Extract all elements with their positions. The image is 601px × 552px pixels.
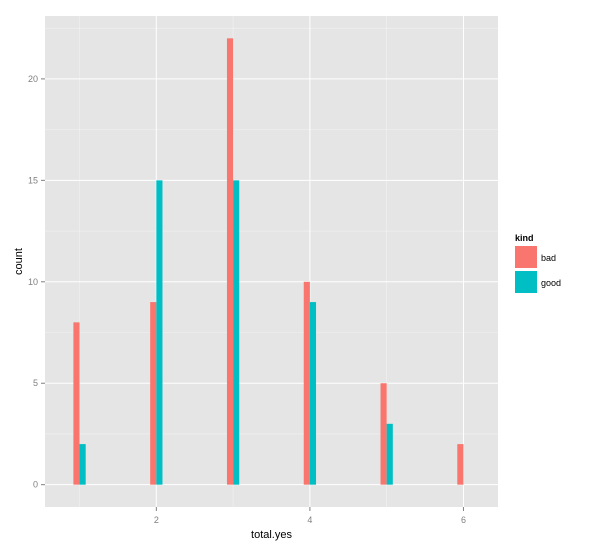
- y-axis-title: count: [13, 248, 25, 275]
- bar-good: [233, 180, 240, 485]
- bar-good: [156, 180, 163, 485]
- y-tick-label: 20: [28, 74, 38, 84]
- bar-bad: [73, 322, 80, 485]
- bars-group: [73, 38, 464, 485]
- legend: kind bad good: [515, 233, 561, 293]
- x-axis-title: total.yes: [251, 529, 292, 541]
- legend-key-bad: [515, 246, 537, 268]
- bar-good: [386, 423, 393, 485]
- y-axis: 0 5 10 15 20: [28, 74, 45, 490]
- y-tick-label: 15: [28, 175, 38, 185]
- legend-title: kind: [515, 233, 534, 243]
- bar-bad: [380, 383, 387, 485]
- legend-label-bad: bad: [541, 253, 556, 263]
- y-tick-label: 0: [33, 480, 38, 490]
- x-tick-label: 4: [307, 515, 312, 525]
- bar-bad: [226, 38, 234, 485]
- legend-items: bad good: [515, 246, 561, 293]
- bar-bad: [457, 444, 464, 485]
- bar-bad: [150, 302, 157, 485]
- bar-bad: [303, 281, 310, 485]
- bar-good: [79, 444, 86, 485]
- plot-panel: [45, 16, 498, 507]
- legend-key-good: [515, 271, 537, 293]
- y-tick-label: 10: [28, 277, 38, 287]
- x-tick-label: 2: [154, 515, 159, 525]
- x-tick-label: 6: [461, 515, 466, 525]
- bar-good: [309, 302, 317, 485]
- y-tick-label: 5: [33, 378, 38, 388]
- x-axis: 2 4 6: [154, 507, 466, 525]
- legend-label-good: good: [541, 278, 561, 288]
